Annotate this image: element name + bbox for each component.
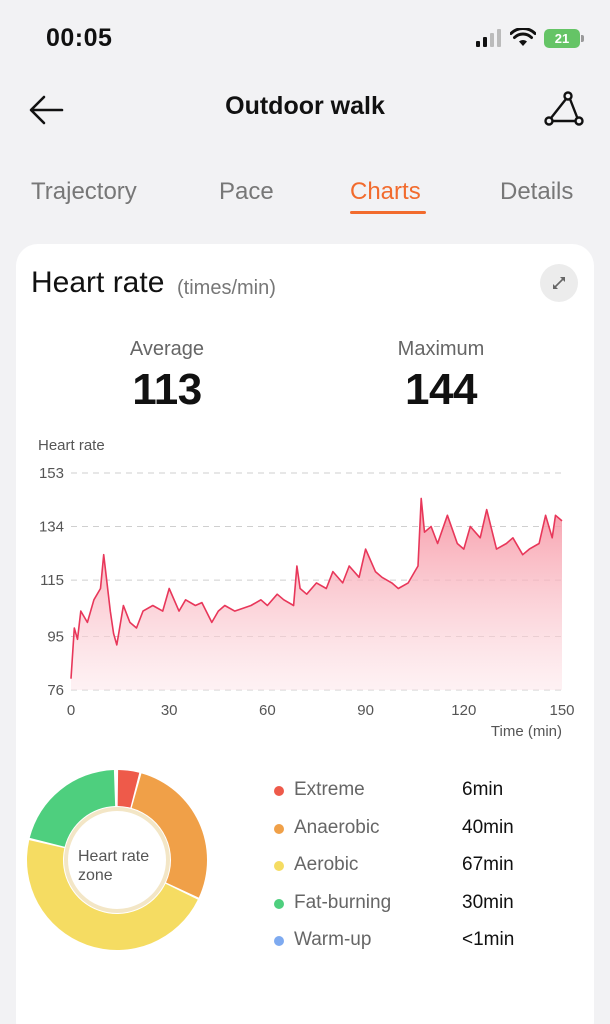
legend-name: Aerobic	[294, 854, 359, 875]
status-icons: 21	[476, 28, 584, 48]
heart-rate-chart-svg: Heart rate 153 134 115 95 760 30 60 90 120 150 Ti…	[38, 437, 575, 740]
card-unit: (times/min)	[177, 277, 276, 299]
legend-name: Extreme	[294, 779, 365, 800]
status-bar: 00:05 21	[0, 0, 610, 78]
zone-slice-anaerobic	[131, 773, 207, 898]
x-tick-label: 120	[451, 702, 476, 719]
tab-trajectory[interactable]: Trajectory	[31, 178, 137, 205]
legend-value: 67min	[462, 854, 514, 875]
heart-rate-chart: Heart rate 153 134 115 95 76 0 30 60 90 120 150 Ti…	[16, 430, 594, 750]
y-tick-label: 95	[47, 628, 64, 645]
tab-pace[interactable]: Pace	[219, 178, 274, 205]
route-button[interactable]	[544, 90, 584, 130]
cellular-signal-icon	[476, 29, 501, 47]
legend-item-extreme: Extreme 6min	[274, 779, 574, 817]
y-tick-label: 134	[39, 519, 64, 536]
tab-bar: Trajectory Pace Charts Details	[0, 170, 610, 220]
zone-slice-extreme	[117, 770, 140, 808]
legend-value: <1min	[462, 929, 515, 950]
legend-item-aerobic: Aerobic 67min	[274, 854, 574, 892]
legend-dot	[274, 936, 284, 946]
heart-rate-card: Heart rate (times/min) Average 113 Maxim…	[16, 244, 594, 1024]
y-tick-label: 153	[39, 465, 64, 482]
legend-value: 40min	[462, 816, 514, 838]
legend-name: Fat-burning	[294, 891, 392, 913]
wifi-icon	[510, 28, 536, 46]
tab-details[interactable]: Details	[500, 178, 574, 205]
arrow-left-icon	[29, 95, 64, 125]
x-axis-title: Time (min)	[491, 723, 562, 740]
x-tick-label: 60	[259, 702, 276, 719]
legend-value: 6min	[462, 779, 504, 800]
legend-dot	[274, 898, 284, 909]
zone-slice-aerobic	[26, 840, 198, 950]
heart-rate-area	[71, 498, 562, 690]
zone-slice-fat-burning	[29, 770, 116, 847]
average-label: Average	[129, 338, 205, 360]
page-title: Outdoor walk	[225, 92, 385, 120]
legend-name: Warm-up	[294, 929, 372, 950]
legend-dot	[274, 786, 284, 796]
average-stat: Average 113	[67, 338, 267, 415]
x-tick-label: 90	[357, 702, 374, 719]
maximum-value: 144	[405, 365, 477, 414]
y-tick-label: 76	[47, 682, 64, 699]
legend-item-warm-up: Warm-up <1min	[274, 929, 574, 967]
battery-level: 21	[554, 30, 570, 46]
x-tick-label: 150	[549, 702, 574, 719]
maximum-stat: Maximum 144	[341, 338, 541, 415]
heart-rate-zone-section: Heart rate zone Extreme 6min Anaerobic 40mi…	[16, 759, 594, 959]
donut-hole	[64, 807, 170, 913]
heart-rate-zone-donut	[26, 770, 207, 950]
status-time: 00:05	[46, 24, 113, 52]
y-axis-title: Heart rate	[38, 437, 105, 454]
tab-charts[interactable]: Charts	[350, 178, 421, 205]
legend-value: 30min	[462, 891, 514, 913]
x-tick-label: 30	[161, 702, 178, 719]
route-icon	[544, 91, 584, 126]
x-tick-label: 0	[67, 702, 75, 719]
donut-center-label: Heart rate zone	[78, 848, 150, 884]
battery-icon: 21	[544, 28, 584, 48]
legend-name: Anaerobic	[294, 816, 380, 838]
legend-dot	[274, 823, 284, 834]
y-tick-label: 115	[40, 572, 64, 589]
maximum-label: Maximum	[397, 338, 485, 360]
nav-bar: Outdoor walk	[0, 78, 610, 142]
zone-legend: Extreme 6min Anaerobic 40min Aerobic 67min Fat…	[274, 779, 574, 967]
legend-item-anaerobic: Anaerobic 40min	[274, 817, 574, 855]
heart-rate-line	[70, 497, 563, 679]
active-tab-indicator	[350, 211, 426, 214]
legend-dot	[274, 861, 284, 871]
expand-button[interactable]	[540, 264, 578, 302]
back-button[interactable]	[26, 90, 66, 130]
expand-icon	[553, 277, 565, 289]
card-title: Heart rate	[31, 266, 165, 299]
average-value: 113	[132, 365, 202, 414]
legend-item-fat-burning: Fat-burning 30min	[274, 892, 574, 930]
